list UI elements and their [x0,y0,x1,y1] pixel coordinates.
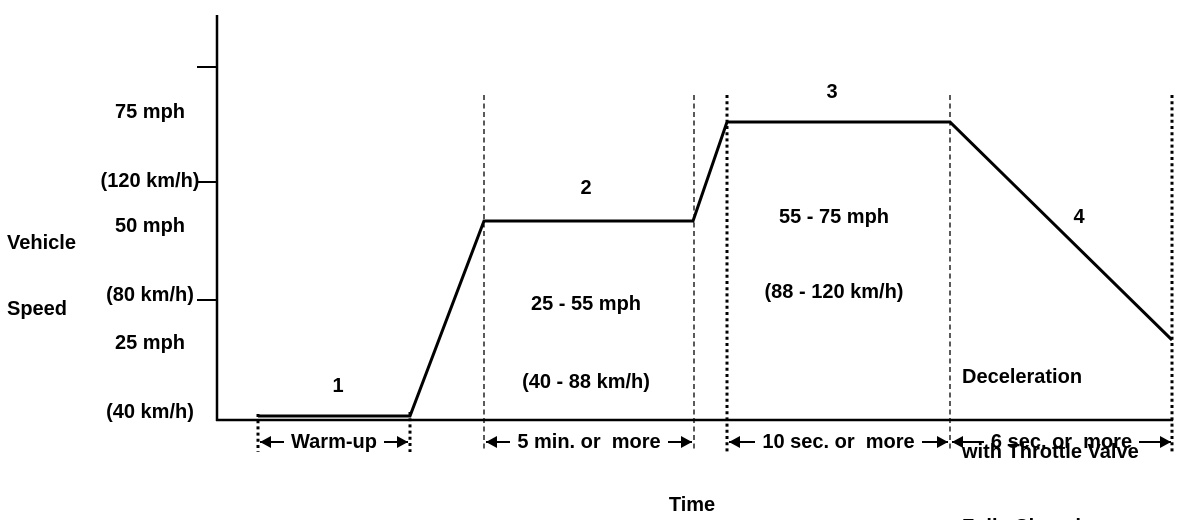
y-tick-label-25mph: 25 mph (40 km/h) [61,286,239,470]
right-arrow-icon [921,436,949,448]
y-tick-label-75mph-value: 75 mph [114,101,186,123]
deceleration-note-line2: with Throttle Valve [962,441,1139,463]
left-arrow-icon [486,436,511,448]
deceleration-note-line3: Fully Closed [962,515,1139,520]
phase-1-number: 1 [332,375,344,397]
phase-3-speed-range: 55 - 75 mph (88 - 120 km/h) [765,155,904,355]
y-tick-label-75mph: 75 mph (120 km/h) [61,55,239,239]
y-axis-title: Vehicle Speed [7,188,76,364]
right-arrow-icon [1139,436,1171,448]
y-axis-ticks [197,66,216,301]
y-tick-label-50mph-value: 50 mph [114,215,186,237]
deceleration-note: Deceleration with Throttle Valve Fully C… [962,315,1139,520]
y-tick-label-50mph: 50 mph (80 km/h) [61,169,239,353]
x-axis-title: Time [668,494,716,516]
interval-warm-up: Warm-up [260,430,409,453]
phase-2-speed-range: 25 - 55 mph (40 - 88 km/h) [522,239,650,447]
interval-5-min-label: 5 min. or more [517,430,661,453]
right-arrow-icon [667,436,693,448]
y-tick-label-75mph-metric: (120 km/h) [100,170,200,192]
phase-2-number: 2 [580,177,592,199]
interval-10-sec-label: 10 sec. or more [762,430,915,453]
left-arrow-icon [260,436,285,448]
phase-2-speed-range-kmh: (40 - 88 km/h) [522,371,650,393]
y-axis-title-line1: Vehicle [7,232,76,254]
phase-3-number: 3 [826,81,838,103]
left-arrow-icon [729,436,756,448]
phase-boundary-lines [256,95,1174,452]
left-arrow-icon [952,436,984,448]
phase-3-speed-range-mph: 55 - 75 mph [778,206,890,228]
interval-6-sec-label: 6 sec. or more [990,430,1133,453]
interval-10-sec: 10 sec. or more [729,430,949,453]
interval-5-min: 5 min. or more [486,430,693,453]
phase-2-speed-range-mph: 25 - 55 mph [530,293,642,315]
y-tick-label-25mph-value: 25 mph [114,332,186,354]
phase-3-speed-range-kmh: (88 - 120 km/h) [764,281,904,303]
interval-6-sec: 6 sec. or more [952,430,1171,453]
deceleration-note-line1: Deceleration [962,366,1083,388]
phase-4-number: 4 [1073,206,1085,228]
y-tick-label-25mph-metric: (40 km/h) [106,401,194,423]
right-arrow-icon [383,436,409,448]
speed-trace [258,120,1174,418]
interval-warm-up-label: Warm-up [291,430,377,453]
y-axis-title-line2: Speed [7,298,68,320]
y-tick-label-50mph-metric: (80 km/h) [106,284,194,306]
